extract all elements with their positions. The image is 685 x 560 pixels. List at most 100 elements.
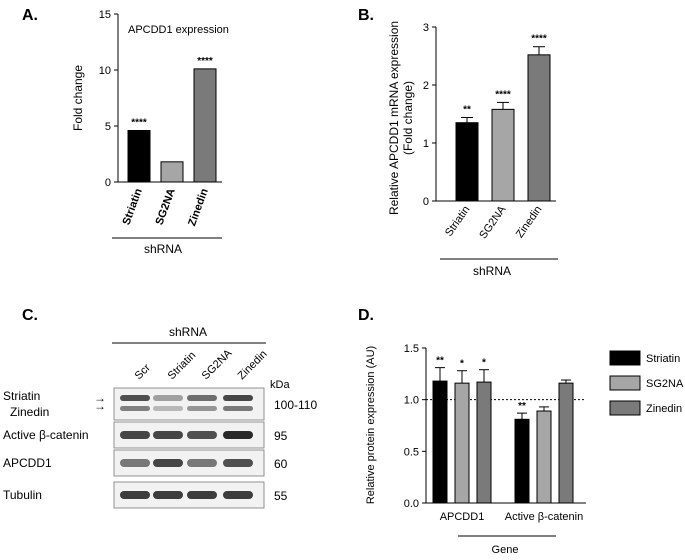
chart-d-ylabel: Relative protein expression (AU) <box>365 346 377 504</box>
blot-lane-label: Zinedin <box>236 348 270 382</box>
chart-a-ytick-label: 0 <box>105 177 111 189</box>
blot-band <box>187 491 217 499</box>
blot-band <box>153 395 183 401</box>
chart-a-bar <box>127 129 151 183</box>
blot-band <box>120 491 150 499</box>
chart-a-ylabel: Fold change <box>71 65 85 131</box>
blot-row-label: Tubulin <box>3 488 42 502</box>
blot-band <box>120 395 150 401</box>
chart-a-ytick-label: 5 <box>105 121 111 133</box>
blot-band <box>120 406 150 411</box>
chart-d-legend-swatch <box>609 350 641 366</box>
blot-band <box>223 491 253 499</box>
chart-b-bar <box>491 108 515 202</box>
blot-band <box>187 395 217 401</box>
blot-kda-value: 55 <box>274 489 288 503</box>
chart-b-category-label: Zinedin <box>514 204 545 240</box>
blot-strip <box>113 387 265 421</box>
panel-c-label: C. <box>22 307 38 324</box>
chart-d-annotation: * <box>460 359 464 370</box>
chart-d-legend-label: SG2NA <box>646 378 684 390</box>
chart-d-category-label: Active β-catenin <box>505 511 583 523</box>
arrow-icon: → <box>94 399 106 413</box>
blot-lane-label: Striatin <box>166 349 199 382</box>
chart-a-category-label: Zinedin <box>186 187 211 228</box>
chart-b-ytick-label: 0 <box>423 196 429 208</box>
chart-d-xlabel: Gene <box>492 544 519 556</box>
chart-d-legend-label: Striatin <box>646 353 680 365</box>
chart-b-ytick-label: 2 <box>423 80 429 92</box>
blot-band <box>153 406 183 411</box>
blot-band <box>187 431 217 439</box>
chart-b-ytick-label: 3 <box>423 22 429 34</box>
chart-b-xlabel: shRNA <box>473 264 511 278</box>
chart-a-title: APCDD1 expression <box>128 24 229 36</box>
blot-band <box>153 431 183 439</box>
chart-b: 0 1 2 3 ** Striatin **** SG2NA **** Zinedin <box>423 22 558 260</box>
arrow-icon: → <box>94 391 106 405</box>
blot-band <box>120 459 150 467</box>
blot-kda-value: 95 <box>274 429 288 443</box>
chart-d-legend-label: Zinedin <box>646 403 682 415</box>
blot-lane-label: Scr <box>133 362 153 382</box>
chart-d-bar <box>536 410 552 504</box>
blot-band <box>223 459 253 467</box>
chart-b-category-label: SG2NA <box>477 203 509 241</box>
blot-band <box>187 459 217 467</box>
chart-a-category-label: Striatin <box>121 187 145 227</box>
chart-d-annotation: * <box>482 358 486 369</box>
chart-b-annotation: **** <box>531 34 547 45</box>
chart-a-annotation: **** <box>131 117 147 128</box>
chart-a-xlabel: shRNA <box>144 242 182 256</box>
panel-a-label: A. <box>22 7 38 24</box>
blot-band <box>153 459 183 467</box>
blot-row-label: Zinedin <box>10 405 49 419</box>
chart-b-bar <box>527 54 551 202</box>
blot-band <box>223 395 253 401</box>
blot-band <box>120 431 150 439</box>
chart-d-category-label: APCDD1 <box>440 511 485 523</box>
chart-d-bar <box>432 380 448 504</box>
blot-kda-label: kDa <box>270 379 290 391</box>
blot-kda-value: 60 <box>274 457 288 471</box>
blot-band <box>153 491 183 499</box>
chart-a-ytick-label: 15 <box>99 9 111 21</box>
chart-d-ytick-label: 0.5 <box>404 446 419 458</box>
chart-b-annotation: ** <box>463 104 471 115</box>
chart-d-ytick-label: 0.0 <box>404 498 419 510</box>
chart-d-bar <box>514 418 530 504</box>
chart-d-annotation: ** <box>518 401 526 412</box>
chart-a-bar <box>193 68 217 183</box>
chart-d-ytick-label: 1.0 <box>404 395 419 407</box>
chart-d: 0.00.51.01.5** * *APCDD1**Active β-catenin… <box>404 343 684 537</box>
chart-a-annotation: **** <box>197 56 213 67</box>
western-blot: Scr Striatin SG2NA ZinedinStriatinZinedin→→… <box>3 347 317 509</box>
chart-b-ytick-label: 1 <box>423 138 429 150</box>
chart-d-annotation: ** <box>436 356 444 367</box>
chart-d-bar <box>454 382 470 504</box>
chart-b-ylabel: Relative APCDD1 mRNA expression <box>387 21 401 215</box>
blot-row-label: Active β-catenin <box>3 428 89 442</box>
panel-d-label: D. <box>358 307 374 324</box>
chart-d-legend-swatch <box>609 400 641 416</box>
blot-kda-value: 100-110 <box>274 398 317 412</box>
chart-d-legend-swatch <box>609 375 641 391</box>
chart-d-bar <box>476 381 492 504</box>
blot-band <box>223 431 253 439</box>
chart-b-bar <box>455 122 479 202</box>
blot-lane-label: SG2NA <box>200 347 235 382</box>
chart-d-bar <box>558 382 574 504</box>
blot-row-label: APCDD1 <box>3 456 52 470</box>
chart-a-bar <box>160 161 184 183</box>
panel-b-label: B. <box>358 7 374 24</box>
chart-b-ylabel-2: (Fold change) <box>401 81 415 155</box>
blot-band <box>223 406 253 411</box>
chart-a-ytick-label: 10 <box>99 65 111 77</box>
chart-b-annotation: **** <box>495 89 511 100</box>
chart-a-category-label: SG2NA <box>154 187 178 227</box>
blot-header: shRNA <box>169 325 207 339</box>
blot-row-label: Striatin <box>3 389 40 403</box>
chart-d-ytick-label: 1.5 <box>404 343 419 355</box>
blot-band <box>187 406 217 411</box>
chart-a: 0 5 10 15 **** Striatin SG2NA **** Zinedin <box>99 9 222 239</box>
